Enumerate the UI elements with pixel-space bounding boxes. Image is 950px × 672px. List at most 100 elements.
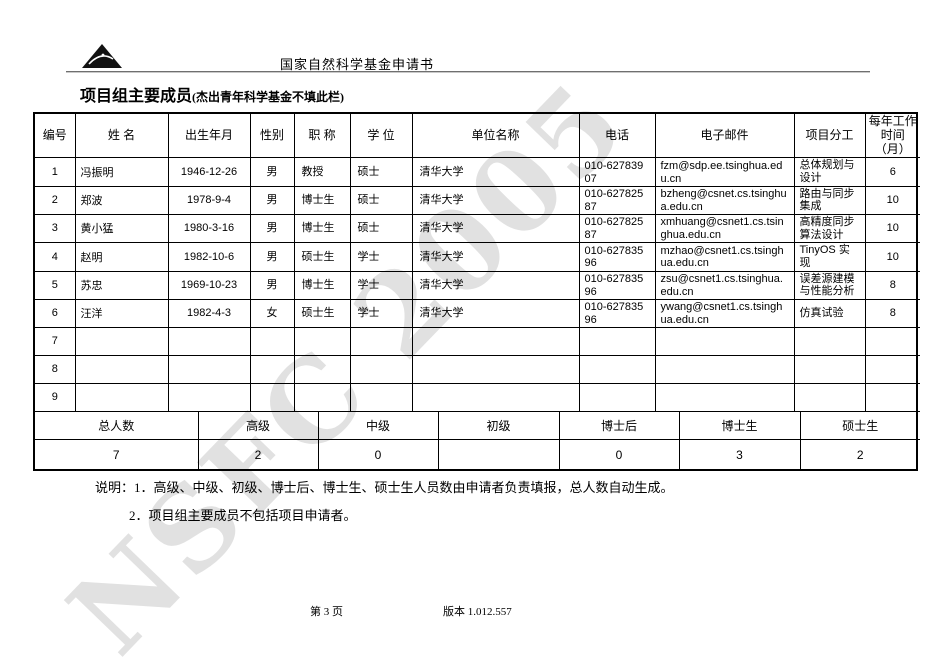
member-row-8: 8 xyxy=(35,354,920,384)
summary-value-2: 0 xyxy=(317,439,439,469)
cell-name: 赵明 xyxy=(74,242,169,272)
cell-title xyxy=(293,354,351,384)
cell-degree: 硕士 xyxy=(349,157,413,187)
cell-phone: 010-62783596 xyxy=(578,270,656,300)
members-table: 编号姓 名出生年月 性别职 称学 位单位名称 电话 电子邮件 项目分工 每年工作时间（月）… xyxy=(35,114,920,412)
cell-phone: 010-62783596 xyxy=(578,298,656,328)
cell-org: 清华大学 xyxy=(411,157,580,187)
cell-phone: 010-62783596 xyxy=(578,242,656,272)
members-table-container: 编号姓 名出生年月 性别职 称学 位单位名称 电话 电子邮件 项目分工 每年工作时间（月）… xyxy=(33,112,920,471)
cell-phone xyxy=(578,382,656,412)
cell-gender xyxy=(249,354,295,384)
member-row-5: 5 苏忠 1969-10-23 男博士生 学士 清华大学 010-62783596 zsu@c… xyxy=(35,270,920,300)
cell-dob: 1969-10-23 xyxy=(167,270,251,300)
cell-role: 高精度同步算法设计 xyxy=(793,213,866,244)
cell-dob xyxy=(167,326,251,356)
cell-dob: 1982-4-3 xyxy=(167,298,251,328)
cell-degree: 硕士 xyxy=(349,185,413,215)
cell-email: ywang@csnet1.cs.tsinghua.edu.cn xyxy=(654,298,795,328)
cell-num: 6 xyxy=(35,298,76,328)
cell-dob xyxy=(167,354,251,384)
cell-org xyxy=(411,382,580,412)
cell-org xyxy=(411,326,580,356)
cell-dob: 1982-10-6 xyxy=(167,242,251,272)
cell-name: 汪洋 xyxy=(74,298,169,328)
section-title-note: (杰出青年科学基金不填此栏) xyxy=(192,90,345,104)
cell-title: 硕士生 xyxy=(293,298,351,328)
cell-gender: 男 xyxy=(249,242,295,272)
cell-role xyxy=(793,382,866,412)
cell-name xyxy=(74,326,169,356)
cell-months: 10 xyxy=(864,213,920,244)
cell-num: 8 xyxy=(35,354,76,384)
cell-email: zsu@csnet1.cs.tsinghua.edu.cn xyxy=(654,270,795,300)
cell-role: TinyOS 实现 xyxy=(793,242,866,272)
cell-gender xyxy=(249,326,295,356)
cell-degree: 学士 xyxy=(349,270,413,300)
footer-version: 版本 1.012.557 xyxy=(443,606,512,618)
cell-role xyxy=(793,354,866,384)
cell-name: 苏忠 xyxy=(74,270,169,300)
column-header-phone: 电话 xyxy=(578,114,656,159)
cell-role: 路由与同步集成 xyxy=(793,185,866,215)
cell-phone: 010-62783907 xyxy=(578,157,656,187)
note-line-1: 说明：1．高级、中级、初级、博士后、博士生、硕士生人员数由申请者负责填报，总人数… xyxy=(95,480,674,495)
summary-header-5: 博士生 xyxy=(678,411,801,441)
cell-email: bzheng@csnet.cs.tsinghua.edu.cn xyxy=(654,185,795,215)
cell-num: 4 xyxy=(35,242,76,272)
cell-gender: 男 xyxy=(249,185,295,215)
cell-name xyxy=(74,354,169,384)
cell-gender: 男 xyxy=(249,213,295,244)
nsfc-logo-icon xyxy=(82,44,122,73)
cell-degree xyxy=(349,326,413,356)
cell-title: 教授 xyxy=(293,157,351,187)
members-table-header-row: 编号姓 名出生年月 性别职 称学 位单位名称 电话 电子邮件 项目分工 每年工作时间（月） xyxy=(35,114,920,159)
cell-phone xyxy=(578,326,656,356)
cell-dob xyxy=(167,382,251,412)
cell-num: 5 xyxy=(35,270,76,300)
column-header-email: 电子邮件 xyxy=(654,114,795,159)
cell-phone: 010-62782587 xyxy=(578,185,656,215)
cell-email xyxy=(654,354,795,384)
cell-months: 8 xyxy=(864,270,920,300)
cell-role: 总体规划与设计 xyxy=(793,157,866,187)
summary-header-0: 总人数 xyxy=(35,411,199,441)
cell-name: 黄小猛 xyxy=(74,213,169,244)
header-rule xyxy=(66,71,870,73)
cell-org: 清华大学 xyxy=(411,270,580,300)
member-row-2: 2 郑波 1978-9-4 男博士生 硕士 清华大学 010-62782587 bzheng@… xyxy=(35,185,920,215)
cell-months: 6 xyxy=(864,157,920,187)
column-header-num: 编号 xyxy=(35,114,76,159)
column-header-title: 职 称 xyxy=(293,114,351,159)
cell-role xyxy=(793,326,866,356)
cell-org: 清华大学 xyxy=(411,242,580,272)
column-header-gender: 性别 xyxy=(249,114,295,159)
member-row-1: 1 冯振明 1946-12-26 男教授 硕士 清华大学 010-62783907 fzm@s… xyxy=(35,157,920,187)
cell-email: mzhao@csnet1.cs.tsinghua.edu.cn xyxy=(654,242,795,272)
cell-title: 博士生 xyxy=(293,213,351,244)
cell-org: 清华大学 xyxy=(411,298,580,328)
cell-dob: 1946-12-26 xyxy=(167,157,251,187)
column-header-months: 每年工作时间（月） xyxy=(864,114,920,159)
note-line-2: 2．项目组主要成员不包括项目申请者。 xyxy=(129,508,357,523)
summary-value-1: 2 xyxy=(197,439,319,469)
cell-months xyxy=(864,354,920,384)
cell-title: 硕士生 xyxy=(293,242,351,272)
cell-num: 9 xyxy=(35,382,76,412)
cell-org: 清华大学 xyxy=(411,213,580,244)
cell-name: 郑波 xyxy=(74,185,169,215)
summary-header-1: 高级 xyxy=(197,411,319,441)
cell-title xyxy=(293,326,351,356)
summary-value-3 xyxy=(437,439,560,469)
summary-header-2: 中级 xyxy=(317,411,439,441)
column-header-dob: 出生年月 xyxy=(167,114,251,159)
cell-role: 仿真试验 xyxy=(793,298,866,328)
cell-months xyxy=(864,326,920,356)
cell-num: 7 xyxy=(35,326,76,356)
cell-dob: 1980-3-16 xyxy=(167,213,251,244)
cell-degree: 学士 xyxy=(349,298,413,328)
section-title-main: 项目组主要成员 xyxy=(80,88,193,105)
